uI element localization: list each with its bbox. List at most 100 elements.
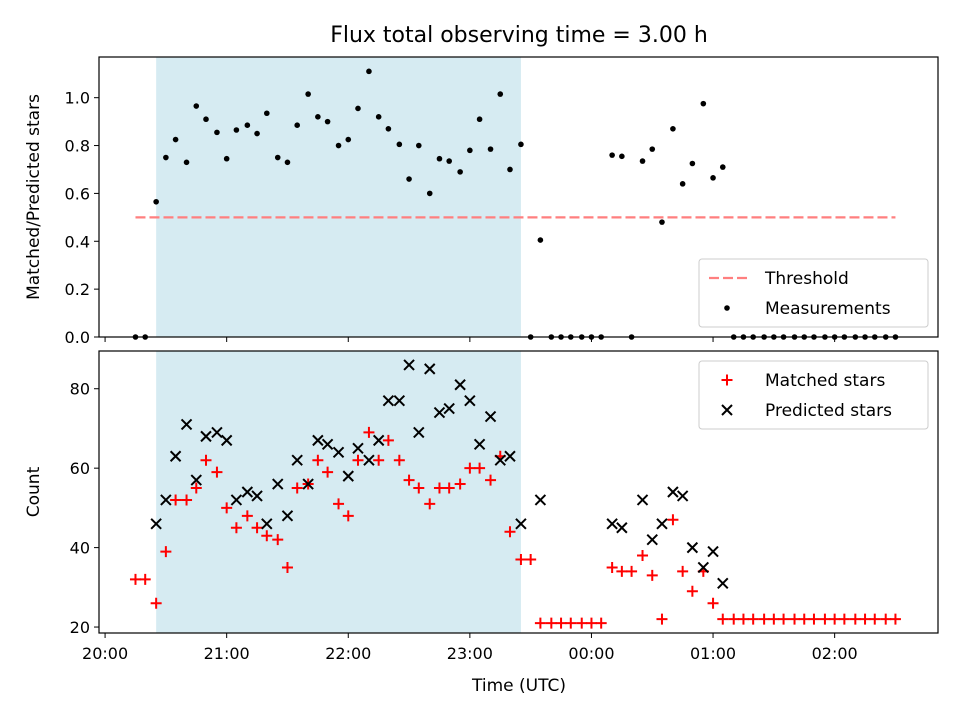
legend-label: Predicted stars [765, 401, 892, 421]
matched-star-point [515, 554, 527, 566]
matched-star-point [230, 522, 242, 534]
matched-star-point [838, 613, 850, 625]
matched-star-point [798, 613, 810, 625]
predicted-star-point [606, 518, 618, 530]
matched-star-point [728, 613, 740, 625]
matched-star-point [291, 482, 303, 494]
axes-frame [98, 56, 939, 338]
predicted-star-point [312, 434, 324, 447]
predicted-star-point [534, 494, 547, 506]
predicted-star-point [494, 454, 506, 466]
y-tick-label: 20 [70, 618, 90, 637]
measurement-point [719, 164, 726, 170]
y-tick-label: 0.0 [65, 328, 90, 347]
matched-star-point [768, 613, 780, 625]
measurement-point [476, 116, 483, 123]
measurement-point [355, 105, 361, 112]
measurement-point [203, 116, 209, 123]
measurement-point [375, 114, 382, 120]
y-tick-label: 80 [70, 380, 90, 399]
matched-star-point [829, 613, 841, 625]
matched-star-point [454, 478, 466, 490]
matched-star-point [707, 597, 719, 609]
measurement-point [193, 103, 200, 109]
measurement-point [172, 136, 179, 143]
ratio-panel: 0.0 0.2 0.4 0.6 0.8 1.0 Matched/Predicted star… [24, 56, 939, 347]
predicted-star-point [230, 494, 243, 506]
measurement-point [446, 158, 452, 164]
x-tick-label: 00:00 [568, 644, 614, 663]
predicted-star-point [443, 402, 455, 415]
matched-star-point [333, 498, 345, 510]
matched-star-point [413, 482, 425, 494]
observing-window-span [156, 351, 521, 633]
matched-star-point [880, 613, 892, 625]
measurement-point [537, 237, 544, 243]
measurement-point [436, 155, 443, 162]
matched-star-point [443, 482, 455, 494]
measurement-point [710, 175, 716, 181]
matched-star-point [312, 454, 324, 466]
matched-star-point [261, 530, 273, 542]
measurement-point [244, 122, 251, 129]
measurement-point [264, 110, 270, 117]
matched-star-point [737, 613, 749, 625]
count-panel: 20 40 60 80 20:00 21:00 22:00 23:00 00:00 01:00 02… [24, 350, 939, 663]
matched-star-point [485, 474, 497, 486]
x-tick-label: 20:00 [82, 644, 128, 663]
matched-star-point [181, 494, 193, 506]
legend-measurement-swatch [724, 305, 730, 311]
measurement-point [324, 118, 331, 125]
measurement-point [153, 198, 159, 205]
measurement-point [467, 147, 473, 154]
axes-frame [98, 350, 939, 634]
measurement-point [415, 142, 422, 149]
predicted-star-point [180, 418, 193, 431]
matched-star-point [849, 613, 861, 625]
matched-star-point [656, 613, 668, 625]
predicted-star-point [515, 518, 527, 530]
matched-star-point [616, 565, 628, 577]
matched-star-point [129, 573, 141, 585]
matched-star-point [170, 494, 182, 506]
legend-predicted-swatch [721, 404, 733, 416]
legend-label: Matched stars [765, 371, 885, 391]
matched-star-point [424, 498, 436, 510]
matched-star-point [352, 454, 364, 466]
matched-star-point [322, 466, 334, 478]
predicted-star-point [707, 545, 719, 558]
predicted-star-point [484, 410, 497, 423]
predicted-star-point [190, 474, 202, 486]
predicted-star-point [646, 533, 658, 546]
x-tick-label: 22:00 [325, 644, 371, 663]
matched-star-point [272, 534, 284, 546]
y-tick-label: 0.6 [65, 184, 90, 203]
measurement-point [406, 176, 412, 182]
matched-star-point [626, 565, 638, 577]
matched-star-point [525, 554, 537, 566]
measurement-point [649, 146, 656, 152]
matched-star-point [808, 613, 820, 625]
y-axis-label: Matched/Predicted stars [24, 94, 44, 300]
predicted-star-point [251, 490, 263, 502]
plot-area: 0.0 0.2 0.4 0.6 0.8 1.0 Matched/Predicted star… [24, 56, 939, 663]
matched-star-point [667, 514, 679, 526]
predicted-star-point [200, 430, 212, 443]
predicted-star-point [656, 518, 668, 530]
x-tick-label: 21:00 [204, 644, 250, 663]
matched-star-point [555, 617, 567, 629]
matched-star-point [504, 526, 516, 538]
predicted-star-point [473, 438, 486, 451]
matched-star-point [646, 569, 658, 581]
predicted-star-point [372, 434, 385, 447]
predicted-star-point [363, 454, 375, 466]
matched-star-point [595, 617, 607, 629]
predicted-star-point [393, 394, 406, 407]
predicted-star-point [616, 522, 628, 534]
predicted-star-point [382, 394, 395, 407]
measurement-point [366, 68, 372, 75]
matched-star-point [241, 510, 253, 522]
matched-star-point [160, 546, 172, 558]
matched-star-point [869, 613, 881, 625]
matched-star-point [565, 617, 577, 629]
